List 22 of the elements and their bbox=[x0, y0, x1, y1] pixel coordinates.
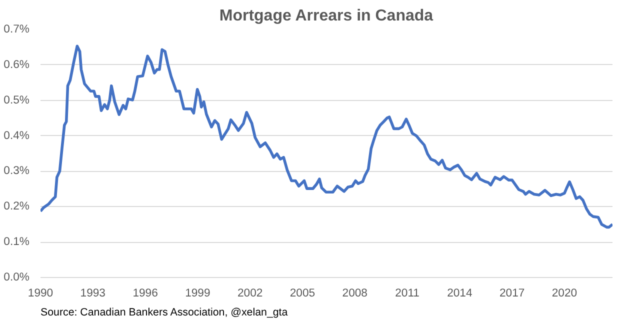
x-tick-label: 2005 bbox=[290, 288, 316, 300]
x-tick-label: 1993 bbox=[80, 288, 106, 300]
x-tick-label: 2002 bbox=[237, 288, 263, 300]
x-tick-label: 2014 bbox=[447, 288, 472, 300]
y-tick-label: 0.3% bbox=[4, 165, 30, 178]
y-tick-label: 0.1% bbox=[4, 236, 30, 248]
source-note: Source: Canadian Bankers Association, @xelan_gta bbox=[40, 306, 288, 318]
chart-title: Mortgage Arrears in Canada bbox=[219, 8, 434, 24]
y-tick-label: 0.2% bbox=[4, 200, 30, 213]
x-tick-label: 2011 bbox=[395, 288, 420, 300]
x-tick-label: 1999 bbox=[185, 288, 210, 300]
x-tick-label: 1990 bbox=[28, 288, 54, 300]
y-tick-label: 0.5% bbox=[4, 94, 30, 106]
x-tick-label: 2017 bbox=[499, 288, 525, 300]
x-tick-label: 2008 bbox=[342, 288, 368, 300]
x-tick-label: 1996 bbox=[132, 288, 158, 300]
line-series bbox=[40, 44, 612, 229]
y-tick-label: 0.0% bbox=[4, 272, 30, 284]
x-tick-label: 2020 bbox=[552, 288, 578, 300]
y-tick-label: 0.6% bbox=[4, 58, 30, 71]
y-tick-label: 0.4% bbox=[4, 130, 30, 142]
y-tick-label: 0.7% bbox=[4, 24, 30, 36]
